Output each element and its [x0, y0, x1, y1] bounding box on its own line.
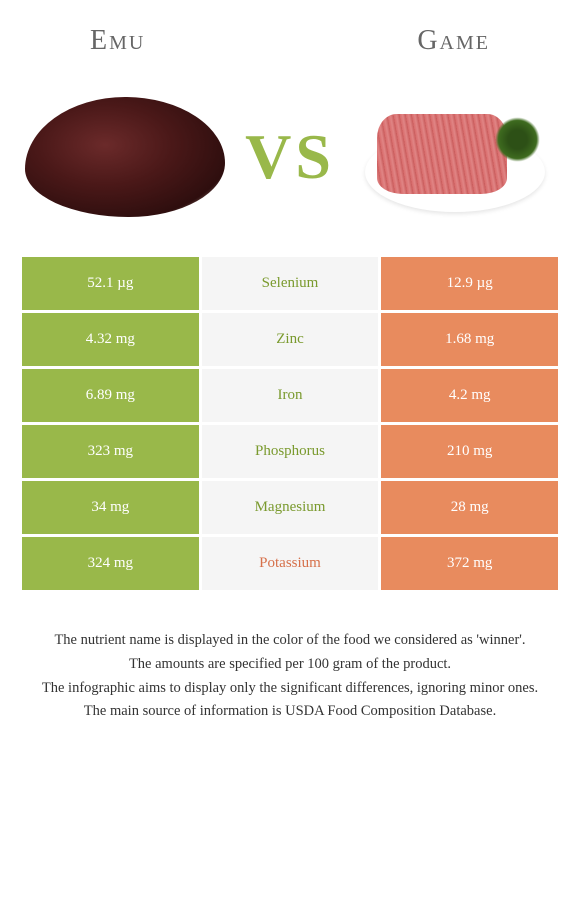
right-value-cell: 12.9 µg — [381, 257, 558, 310]
table-row: 6.89 mgIron4.2 mg — [22, 369, 558, 422]
left-value-cell: 52.1 µg — [22, 257, 199, 310]
images-row: VS — [0, 67, 580, 257]
footer-line-2: The amounts are specified per 100 gram o… — [20, 654, 560, 676]
footer-notes: The nutrient name is displayed in the co… — [0, 630, 580, 723]
nutrient-name-cell: Potassium — [202, 537, 379, 590]
ground-meat-shape — [377, 114, 507, 194]
right-value-cell: 210 mg — [381, 425, 558, 478]
right-value-cell: 1.68 mg — [381, 313, 558, 366]
right-value-cell: 4.2 mg — [381, 369, 558, 422]
parsley-shape — [495, 117, 540, 162]
right-value-cell: 28 mg — [381, 481, 558, 534]
footer-line-3: The infographic aims to display only the… — [20, 678, 560, 700]
table-row: 323 mgPhosphorus210 mg — [22, 425, 558, 478]
nutrient-name-cell: Magnesium — [202, 481, 379, 534]
left-value-cell: 34 mg — [22, 481, 199, 534]
emu-image — [20, 87, 230, 227]
footer-line-4: The main source of information is USDA F… — [20, 701, 560, 723]
left-value-cell: 6.89 mg — [22, 369, 199, 422]
vs-label: VS — [245, 120, 335, 194]
nutrient-name-cell: Iron — [202, 369, 379, 422]
game-meat-shape — [365, 102, 545, 212]
nutrient-name-cell: Phosphorus — [202, 425, 379, 478]
footer-line-1: The nutrient name is displayed in the co… — [20, 630, 560, 652]
left-value-cell: 324 mg — [22, 537, 199, 590]
header-row: Emu Game — [0, 0, 580, 67]
emu-meat-shape — [25, 97, 225, 217]
nutrient-name-cell: Zinc — [202, 313, 379, 366]
table-row: 4.32 mgZinc1.68 mg — [22, 313, 558, 366]
nutrient-name-cell: Selenium — [202, 257, 379, 310]
right-value-cell: 372 mg — [381, 537, 558, 590]
nutrient-table: 52.1 µgSelenium12.9 µg4.32 mgZinc1.68 mg… — [22, 257, 558, 590]
game-image — [350, 87, 560, 227]
left-value-cell: 4.32 mg — [22, 313, 199, 366]
table-row: 52.1 µgSelenium12.9 µg — [22, 257, 558, 310]
table-row: 324 mgPotassium372 mg — [22, 537, 558, 590]
left-value-cell: 323 mg — [22, 425, 199, 478]
left-food-title: Emu — [90, 25, 145, 57]
table-row: 34 mgMagnesium28 mg — [22, 481, 558, 534]
right-food-title: Game — [417, 25, 490, 57]
